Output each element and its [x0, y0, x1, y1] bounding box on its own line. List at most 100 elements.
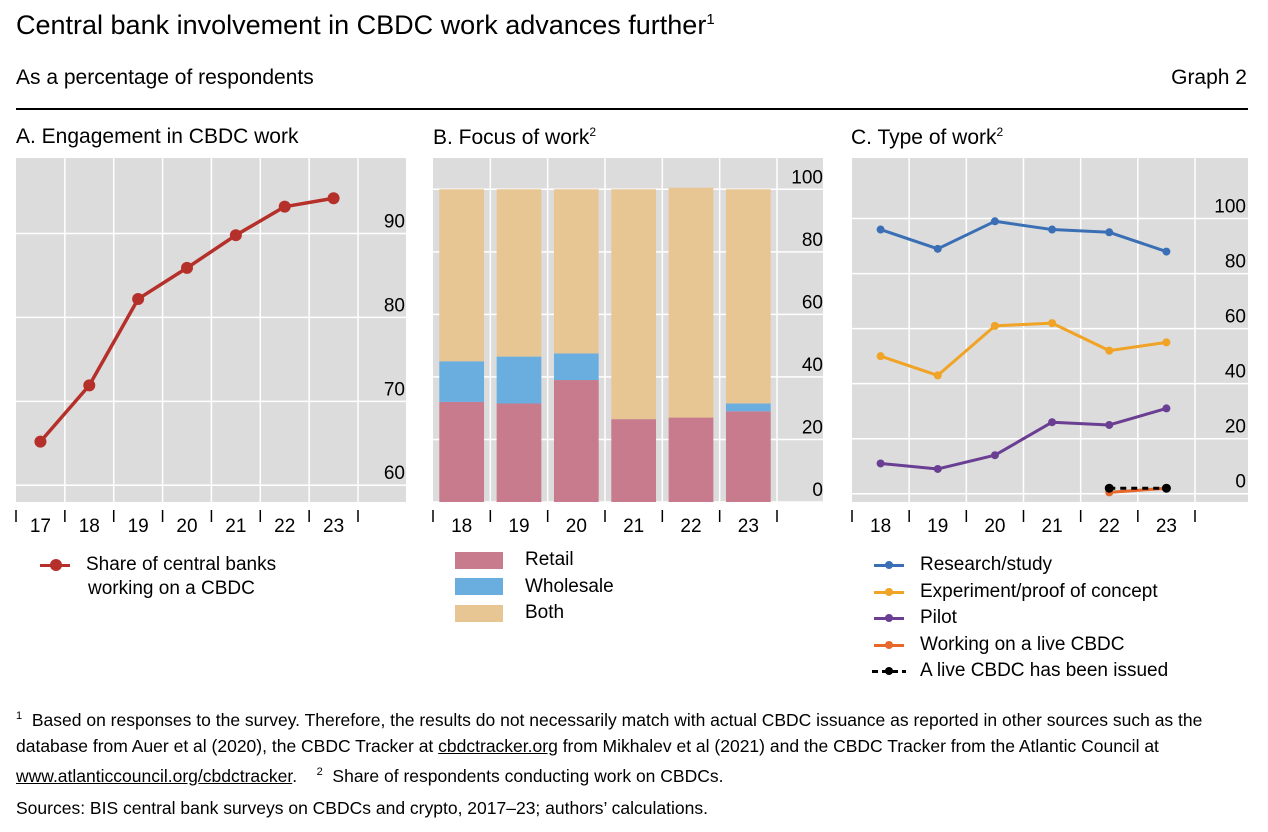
- footnote-1-text: Based on responses to the survey. Theref…: [16, 709, 1203, 756]
- panel-c-title: C. Type of work2: [851, 125, 1004, 149]
- legend-item-research: Research/study: [872, 552, 1168, 579]
- x-tick-label: 19: [508, 516, 529, 537]
- data-point: [83, 379, 96, 392]
- data-point: [1048, 319, 1057, 328]
- footnote-2-text: Share of respondents conducting work on …: [332, 765, 724, 786]
- data-point: [1105, 228, 1114, 237]
- bar-segment: [668, 187, 714, 418]
- footnote-2-mark: 2: [316, 765, 323, 778]
- x-tick-label: 19: [128, 516, 149, 537]
- series-line: [880, 321, 1167, 377]
- legend-label: Retail: [525, 549, 574, 571]
- x-tick-label: 18: [79, 516, 100, 537]
- legend-label: working on a CBDC: [88, 578, 255, 599]
- x-tick-label: 20: [566, 516, 587, 537]
- legend-label: Working on a live CBDC: [920, 633, 1125, 655]
- y-tick-label: 60: [802, 292, 823, 313]
- footnotes: 1 Based on responses to the survey. Ther…: [16, 703, 1248, 789]
- x-tick-label: 23: [1156, 516, 1177, 537]
- data-point: [229, 229, 242, 242]
- cbdctracker-link[interactable]: cbdctracker.org: [438, 735, 558, 756]
- data-point: [1162, 247, 1171, 256]
- data-point: [278, 200, 291, 213]
- panel-b-title: B. Focus of work2: [433, 125, 597, 149]
- x-tick-label: 22: [274, 516, 295, 537]
- bar-segment: [668, 417, 714, 502]
- y-tick-label: 40: [802, 355, 823, 376]
- y-tick-label: 60: [384, 463, 405, 484]
- legend-label: A live CBDC has been issued: [920, 660, 1169, 682]
- y-tick-label: 80: [802, 230, 823, 251]
- data-point: [132, 292, 145, 305]
- bar-segment: [496, 356, 542, 404]
- legend-item-retail: Retail: [433, 547, 614, 574]
- atlantic-council-link[interactable]: www.atlanticcouncil.org/cbdctracker: [16, 765, 293, 786]
- sources-note: Sources: BIS central bank surveys on CBD…: [16, 798, 708, 818]
- series-line: [880, 406, 1167, 471]
- x-tick-label: 21: [623, 516, 644, 537]
- data-point: [1048, 418, 1057, 427]
- legend-panel-c: Research/study Experiment/proof of conce…: [872, 552, 1168, 685]
- line-marker-icon: [872, 584, 906, 600]
- bar-segment: [553, 380, 599, 502]
- line-marker-icon: [38, 557, 72, 573]
- legend-label: Wholesale: [525, 575, 614, 597]
- panel-b-chart: 0 20 40 60 80 100 18 19 20 21 22 23: [432, 158, 823, 537]
- legend-item: Share of central banks: [38, 553, 276, 577]
- graph-title: Central bank involvement in CBDC work ad…: [16, 10, 715, 40]
- data-point: [876, 352, 885, 361]
- y-tick-label: 70: [384, 379, 405, 400]
- data-point: [933, 464, 942, 473]
- data-point: [1104, 483, 1114, 493]
- legend-label: Pilot: [920, 607, 957, 629]
- header-divider: [16, 108, 1248, 110]
- data-point: [327, 192, 340, 205]
- data-point: [1162, 338, 1171, 347]
- series-line: [880, 219, 1167, 253]
- x-tick-label: 18: [451, 516, 472, 537]
- graph-subtitle: As a percentage of respondents: [16, 66, 314, 89]
- line-marker-icon: [872, 557, 906, 573]
- y-tick-label: 100: [791, 167, 823, 188]
- bar-segment: [553, 189, 599, 354]
- x-tick-label: 18: [870, 516, 891, 537]
- data-point: [990, 451, 999, 460]
- legend-item-wholesale: Wholesale: [433, 574, 614, 601]
- y-tick-label: 80: [384, 295, 405, 316]
- line-marker-icon: [872, 637, 906, 653]
- panel-a-title: A. Engagement in CBDC work: [16, 125, 299, 148]
- data-point: [876, 225, 885, 234]
- swatch-icon: [455, 551, 503, 569]
- data-point: [876, 459, 885, 468]
- dashed-line-marker-icon: [872, 663, 906, 679]
- data-point: [181, 261, 193, 274]
- bar-segment: [439, 361, 485, 402]
- line-marker-icon: [872, 610, 906, 626]
- x-tick-label: 23: [323, 516, 344, 537]
- legend-label: Both: [525, 602, 565, 624]
- y-tick-label: 90: [384, 212, 405, 233]
- x-tick-label: 20: [984, 516, 1005, 537]
- bar-segment: [611, 189, 657, 420]
- y-tick-label: 0: [1235, 472, 1246, 493]
- x-tick-label: 17: [30, 516, 51, 537]
- legend-label: Experiment/proof of concept: [920, 580, 1158, 602]
- legend-label: Share of central banks: [86, 554, 277, 575]
- x-tick-label: 19: [927, 516, 948, 537]
- bar-segment: [725, 403, 771, 412]
- legend-panel-b: Retail Wholesale Both: [433, 547, 614, 627]
- y-tick-label: 100: [1214, 197, 1246, 218]
- swatch-icon: [455, 604, 503, 622]
- data-point: [990, 321, 999, 330]
- data-point: [1162, 404, 1171, 413]
- x-tick-label: 21: [225, 516, 246, 537]
- data-point: [1105, 346, 1114, 355]
- bar-segment: [553, 353, 599, 381]
- bar-segment: [439, 401, 485, 502]
- y-tick-label: 60: [1225, 307, 1246, 328]
- x-tick-label: 22: [1099, 516, 1120, 537]
- panel-a-chart: 60 70 80 90 17 18 19 20 21 22 23: [15, 158, 406, 537]
- legend-item-experiment: Experiment/proof of concept: [872, 579, 1168, 606]
- y-tick-label: 0: [812, 480, 823, 501]
- x-tick-label: 20: [176, 516, 197, 537]
